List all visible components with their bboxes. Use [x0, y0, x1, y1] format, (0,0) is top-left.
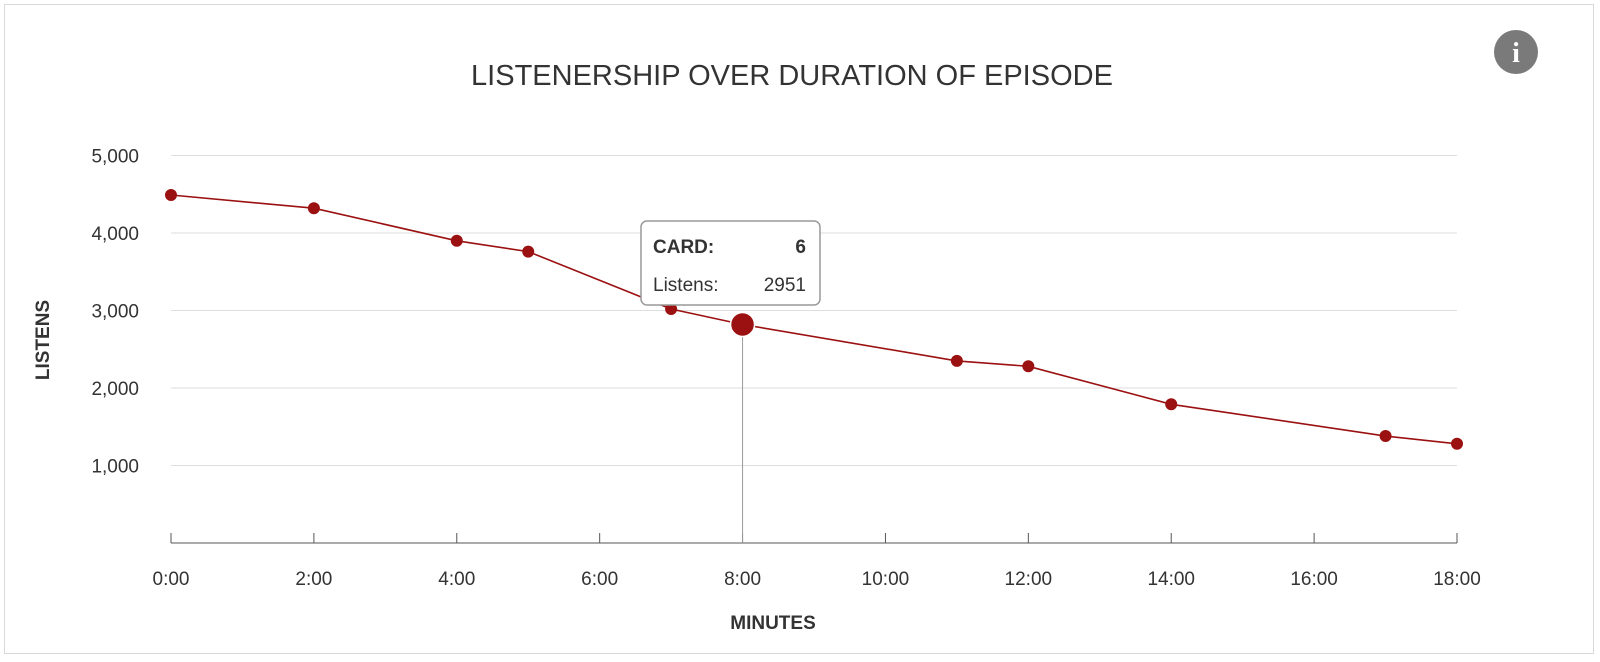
info-icon[interactable]	[1494, 30, 1538, 74]
x-axis-title: MINUTES	[730, 613, 816, 634]
x-tick-label: 8:00	[724, 569, 761, 590]
y-tick-label: 1,000	[91, 457, 139, 478]
gridlines	[171, 155, 1457, 466]
data-point[interactable]	[307, 202, 320, 215]
y-tick-label: 2,000	[91, 379, 139, 400]
data-point[interactable]	[450, 234, 463, 247]
data-point[interactable]	[1451, 437, 1463, 450]
y-tick-label: 4,000	[91, 224, 139, 245]
data-points	[165, 189, 1463, 450]
x-tick-label: 12:00	[1005, 569, 1053, 590]
x-tick-label: 14:00	[1147, 569, 1195, 590]
x-tick-label: 10:00	[862, 569, 910, 590]
line-chart: LISTENERSHIP OVER DURATION OF EPISODE i …	[33, 30, 1538, 634]
data-point[interactable]	[165, 189, 177, 202]
data-point[interactable]	[1379, 430, 1392, 443]
tooltip-listens-value: 2951	[764, 275, 806, 296]
tooltip: CARD: 6 Listens: 2951	[640, 220, 821, 306]
y-axis: 1,000 2,000 3,000 4,000 5,000	[91, 147, 139, 478]
tooltip-listens-label: Listens:	[653, 275, 718, 296]
x-tick-label: 2:00	[295, 569, 332, 590]
x-tick-label: 0:00	[153, 569, 190, 590]
x-axis-ticks: 0:00 2:00 4:00 6:00 8:00 10:00 12:00 14:00 16:00…	[153, 533, 1481, 590]
highlighted-data-point[interactable]	[729, 311, 756, 338]
chart-container: LISTENERSHIP OVER DURATION OF EPISODE i …	[4, 4, 1594, 654]
x-tick-label: 18:00	[1433, 569, 1481, 590]
data-point[interactable]	[522, 245, 535, 258]
chart-title: LISTENERSHIP OVER DURATION OF EPISODE	[471, 60, 1113, 92]
data-point[interactable]	[1022, 360, 1035, 373]
tooltip-box	[640, 220, 821, 306]
x-tick-label: 6:00	[581, 569, 618, 590]
x-tick-label: 16:00	[1290, 569, 1338, 590]
y-axis-title: LISTENS	[33, 300, 54, 380]
tooltip-card-label: CARD:	[653, 237, 714, 258]
y-tick-label: 5,000	[91, 147, 139, 168]
data-point[interactable]	[950, 354, 963, 367]
info-glyph: i	[1512, 38, 1520, 69]
data-point[interactable]	[1165, 398, 1178, 411]
info-button[interactable]: i	[1494, 30, 1538, 74]
data-point[interactable]	[665, 302, 678, 315]
tooltip-card-value: 6	[795, 237, 806, 258]
x-tick-label: 4:00	[438, 569, 475, 590]
y-tick-label: 3,000	[91, 302, 139, 323]
